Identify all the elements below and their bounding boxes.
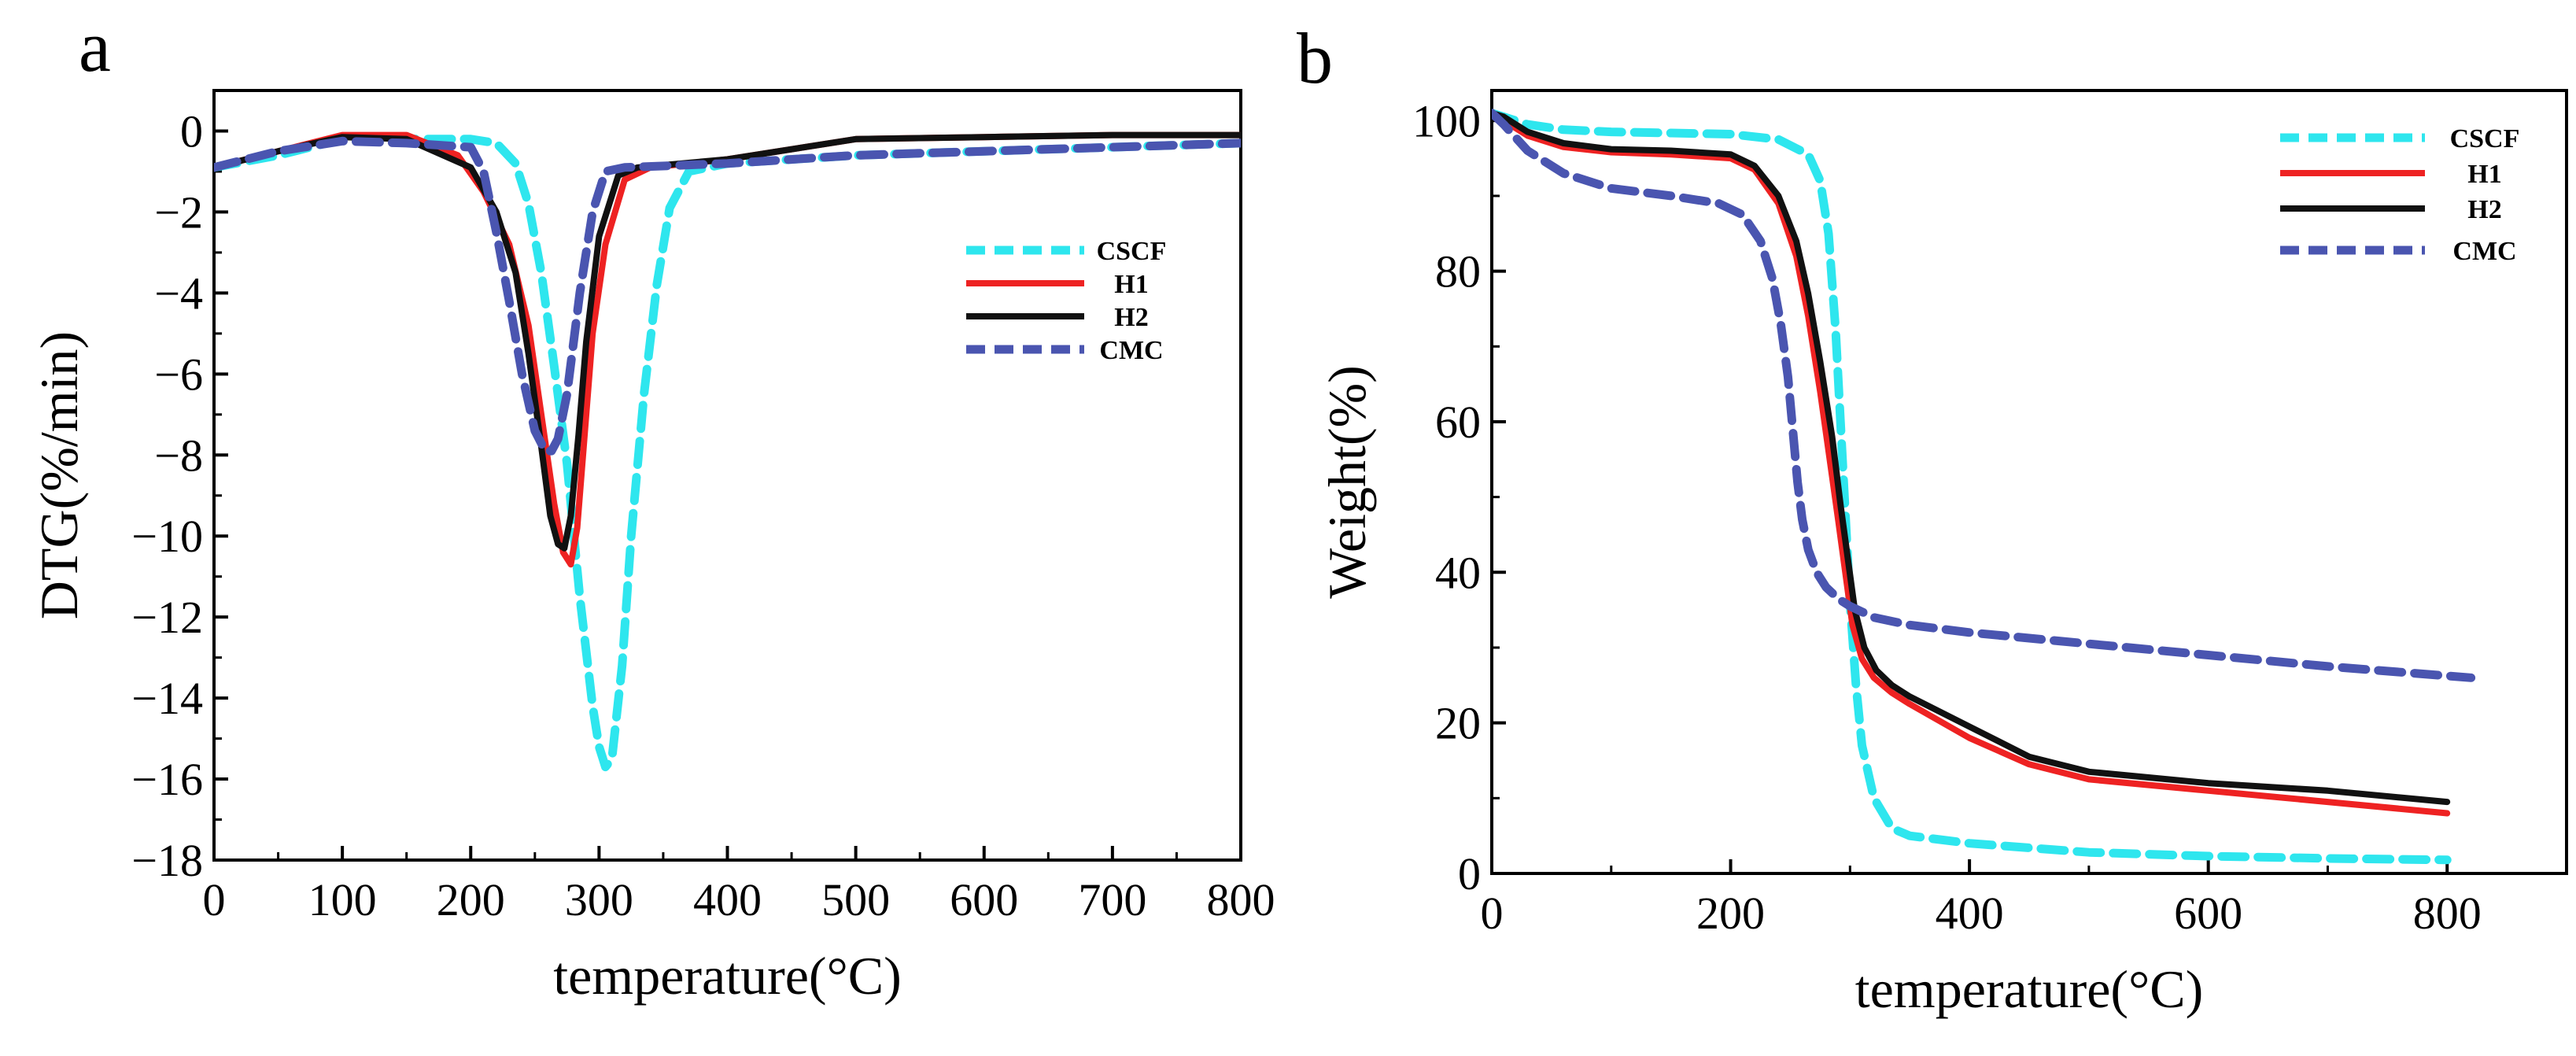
legend-label-cmc: CMC	[1099, 336, 1163, 365]
x-tick-label: 600	[2174, 888, 2242, 939]
y-tick-label: −10	[131, 511, 203, 562]
x-tick-label: 300	[565, 874, 633, 925]
x-tick-label: 400	[693, 874, 762, 925]
legend-label-h2: H2	[2467, 195, 2501, 224]
legend-label-cscf: CSCF	[1097, 237, 1167, 266]
x-tick-label: 400	[1936, 888, 2004, 939]
x-tick-label: 200	[1696, 888, 1765, 939]
y-tick-label: 40	[1435, 547, 1481, 598]
y-tick-label: 100	[1412, 95, 1481, 146]
panel-label: a	[79, 6, 111, 87]
y-tick-label: 0	[180, 105, 203, 157]
series-line-cscf	[1492, 109, 2452, 865]
y-tick-label: −12	[131, 592, 203, 643]
x-tick-label: 800	[1207, 874, 1275, 925]
series-line-h2	[1492, 109, 2451, 806]
y-tick-label: 80	[1435, 246, 1481, 297]
legend-label-h1: H1	[2467, 160, 2501, 189]
y-tick-label: −14	[131, 673, 203, 724]
x-tick-label: 0	[1481, 888, 1504, 939]
legend-label-cmc: CMC	[2452, 237, 2516, 266]
panel-a: 0 100 200 300 400 500 600 700 800 0 −2 −4 −6 −8 −10 −12…	[29, 6, 1275, 1006]
y-tick-label: −8	[154, 430, 203, 481]
panel-b: 0 200 400 600 800 0 20 40 60 80 100 temperature(°C)…	[1297, 18, 2568, 1019]
y-tick-label: −4	[154, 268, 203, 319]
x-tick-label: 0	[203, 874, 226, 925]
x-tick-label: 800	[2413, 888, 2482, 939]
x-tick-label: 100	[308, 874, 377, 925]
x-axis-title: temperature(°C)	[1855, 959, 2204, 1019]
y-tick-label: −18	[131, 835, 203, 886]
series-line-cmc	[214, 136, 1241, 456]
x-tick-label: 600	[950, 874, 1018, 925]
series-line-h1	[1492, 109, 2451, 817]
y-tick-label: 20	[1435, 698, 1481, 749]
legend-label-cscf: CSCF	[2450, 124, 2520, 153]
series-line-h2	[214, 131, 1241, 552]
legend-label-h2: H2	[1114, 303, 1148, 332]
legend-label-h1: H1	[1114, 270, 1148, 299]
y-tick-label: 60	[1435, 397, 1481, 448]
y-tick-label: 0	[1458, 848, 1481, 899]
x-tick-label: 500	[821, 874, 890, 925]
y-tick-label: −6	[154, 349, 203, 400]
x-tick-label: 200	[437, 874, 505, 925]
panel-label: b	[1297, 18, 1333, 98]
series-group	[1492, 109, 2476, 865]
x-axis-title: temperature(°C)	[553, 946, 902, 1006]
y-tick-label: −2	[154, 186, 203, 238]
plot-frame	[1490, 89, 2568, 875]
y-tick-label: −16	[131, 754, 203, 805]
series-group	[214, 131, 1241, 772]
x-tick-label: 700	[1078, 874, 1146, 925]
series-line-cmc	[1492, 109, 2476, 682]
y-axis-title: DTG(%/min)	[29, 331, 89, 619]
y-axis-title: Weight(%)	[1317, 365, 1377, 599]
